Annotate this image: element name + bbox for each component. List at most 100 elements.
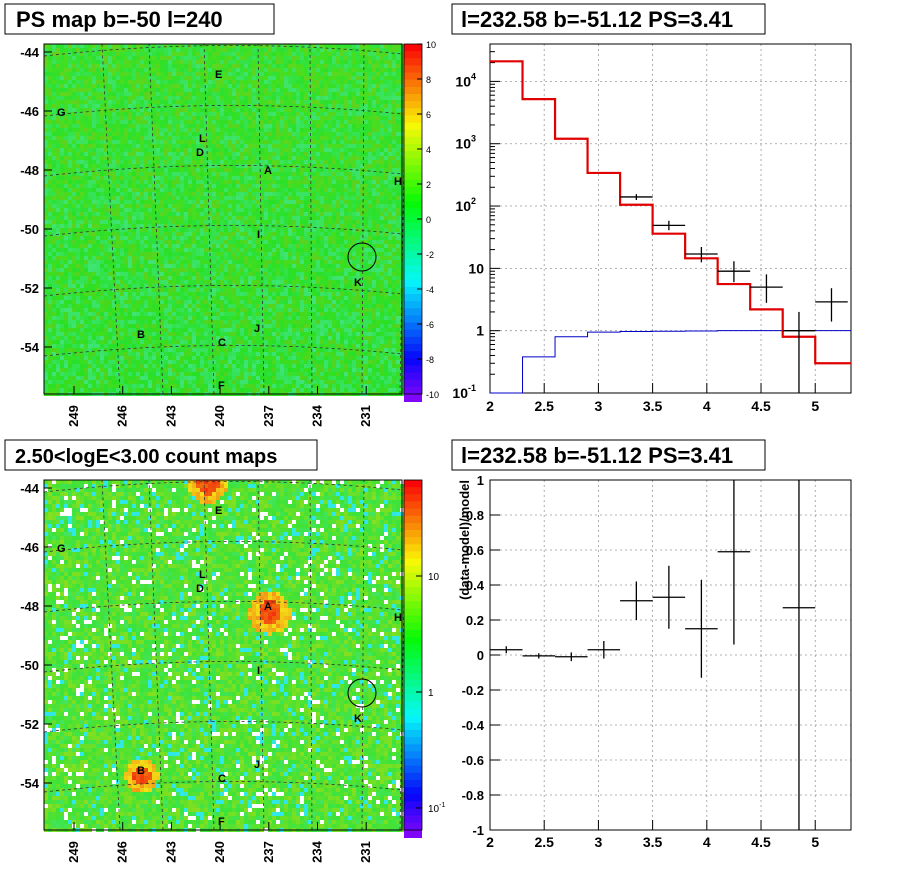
heatmap-cell [216,136,220,140]
heatmap-cell [200,132,204,136]
heatmap-cell [200,148,204,152]
heatmap-cell [64,124,68,128]
heatmap-cell [84,304,88,308]
heatmap-cell [252,228,256,232]
heatmap-cell [112,212,116,216]
heatmap-cell [104,300,108,304]
heatmap-cell [64,72,68,76]
heatmap-cell [108,80,112,84]
heatmap-cell [124,280,128,284]
heatmap-cell [196,268,200,272]
heatmap-cell [64,288,68,292]
heatmap-cell [52,164,56,168]
heatmap-cell [180,68,184,72]
heatmap-cell [136,340,140,344]
heatmap-cell [168,340,172,344]
heatmap-cell [80,152,84,156]
heatmap-cell [88,268,92,272]
heatmap-cell [164,388,168,392]
heatmap-cell [156,104,160,108]
heatmap-cell [172,100,176,104]
heatmap-cell [228,240,232,244]
heatmap-cell [76,92,80,96]
heatmap-cell [48,276,52,280]
heatmap-cell [128,304,132,308]
heatmap-cell [136,352,140,356]
heatmap-cell [136,200,140,204]
heatmap-cell [48,144,52,148]
heatmap-cell [264,256,268,260]
heatmap-cell [220,352,224,356]
heatmap-cell [136,356,140,360]
heatmap-cell [48,236,52,240]
heatmap-cell [192,96,196,100]
heatmap-cell [148,164,152,168]
heatmap-cell [164,112,168,116]
heatmap-cell [144,128,148,132]
heatmap-cell [224,340,228,344]
heatmap-cell [184,84,188,88]
heatmap-cell [180,280,184,284]
heatmap-cell [112,56,116,60]
heatmap-cell [160,268,164,272]
heatmap-cell [252,72,256,76]
heatmap-cell [160,308,164,312]
heatmap-cell [76,144,80,148]
heatmap-cell [224,116,228,120]
heatmap-cell [224,244,228,248]
heatmap-cell [128,132,132,136]
heatmap-cell [132,44,136,48]
heatmap-cell [216,200,220,204]
heatmap-cell [148,96,152,100]
heatmap-cell [132,200,136,204]
heatmap-cell [72,268,76,272]
heatmap-cell [100,380,104,384]
heatmap-cell [204,256,208,260]
heatmap-cell [176,176,180,180]
heatmap-cell [132,236,136,240]
heatmap-cell [156,324,160,328]
heatmap-cell [256,264,260,268]
heatmap-cell [244,112,248,116]
heatmap-cell [140,180,144,184]
heatmap-cell [164,216,168,220]
heatmap-cell [156,152,160,156]
heatmap-cell [172,192,176,196]
heatmap-cell [248,288,252,292]
heatmap-cell [68,332,72,336]
heatmap-cell [60,92,64,96]
heatmap-cell [56,132,60,136]
heatmap-cell [92,260,96,264]
heatmap-cell [84,208,88,212]
heatmap-cell [120,292,124,296]
heatmap-cell [192,208,196,212]
heatmap-cell [248,268,252,272]
heatmap-cell [240,228,244,232]
heatmap-cell [240,352,244,356]
heatmap-cell [224,100,228,104]
heatmap-cell [48,124,52,128]
heatmap-cell [100,332,104,336]
heatmap-cell [160,224,164,228]
heatmap-cell [260,308,264,312]
heatmap-cell [88,344,92,348]
heatmap-cell [204,300,208,304]
heatmap-cell [244,96,248,100]
heatmap-cell [76,60,80,64]
heatmap-cell [204,64,208,68]
heatmap-cell [140,300,144,304]
heatmap-cell [120,288,124,292]
heatmap-cell [204,292,208,296]
heatmap-cell [164,176,168,180]
heatmap-cell [208,164,212,168]
heatmap-cell [148,220,152,224]
heatmap-cell [188,360,192,364]
heatmap-cell [176,260,180,264]
heatmap-cell [264,72,268,76]
heatmap-cell [228,304,232,308]
heatmap-cell [176,184,180,188]
heatmap-cell [100,340,104,344]
heatmap-cell [248,224,252,228]
heatmap-cell [56,324,60,328]
heatmap-cell [76,200,80,204]
